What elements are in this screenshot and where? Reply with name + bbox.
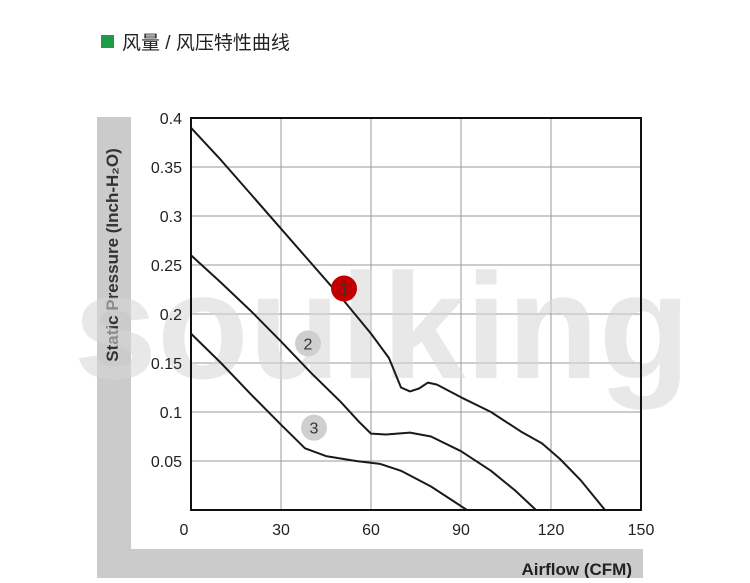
header-icon xyxy=(101,35,114,48)
curve xyxy=(190,332,468,511)
curve-badge xyxy=(301,414,327,441)
y-tick-label: 0.35 xyxy=(151,160,182,177)
header-title: 风量 / 风压特性曲线 xyxy=(122,32,290,54)
curve xyxy=(190,254,537,511)
watermark: soulking xyxy=(74,242,691,410)
x-tick-label: 150 xyxy=(628,522,655,539)
y-tick-label: 0.4 xyxy=(160,111,182,128)
y-tick-label: 0.15 xyxy=(151,356,182,373)
y-band xyxy=(97,117,131,578)
x-tick-label: 120 xyxy=(538,522,565,539)
y-tick-label: 0.05 xyxy=(151,454,182,471)
curve-badge xyxy=(295,330,321,357)
curve-label: 3 xyxy=(310,421,319,438)
curve xyxy=(190,127,606,511)
curve-label: 1 xyxy=(340,282,349,299)
x-tick-label: 60 xyxy=(362,522,380,539)
y-tick-label: 0.3 xyxy=(160,209,182,226)
curve-badge xyxy=(331,275,357,302)
x-tick-label: 30 xyxy=(272,522,290,539)
y-tick-label: 0.25 xyxy=(151,258,182,275)
plot-frame xyxy=(190,117,642,511)
curve-label: 2 xyxy=(304,336,313,353)
y-tick-label: 0.2 xyxy=(160,307,182,324)
y-axis-label: Static Pressure (Inch-H₂O) xyxy=(103,148,122,362)
x-axis-label: Airflow (CFM) xyxy=(522,560,632,578)
y-tick-label: 0.1 xyxy=(160,405,182,422)
x-tick-label: 0 xyxy=(180,522,189,539)
x-band xyxy=(97,549,643,578)
x-tick-label: 90 xyxy=(452,522,470,539)
